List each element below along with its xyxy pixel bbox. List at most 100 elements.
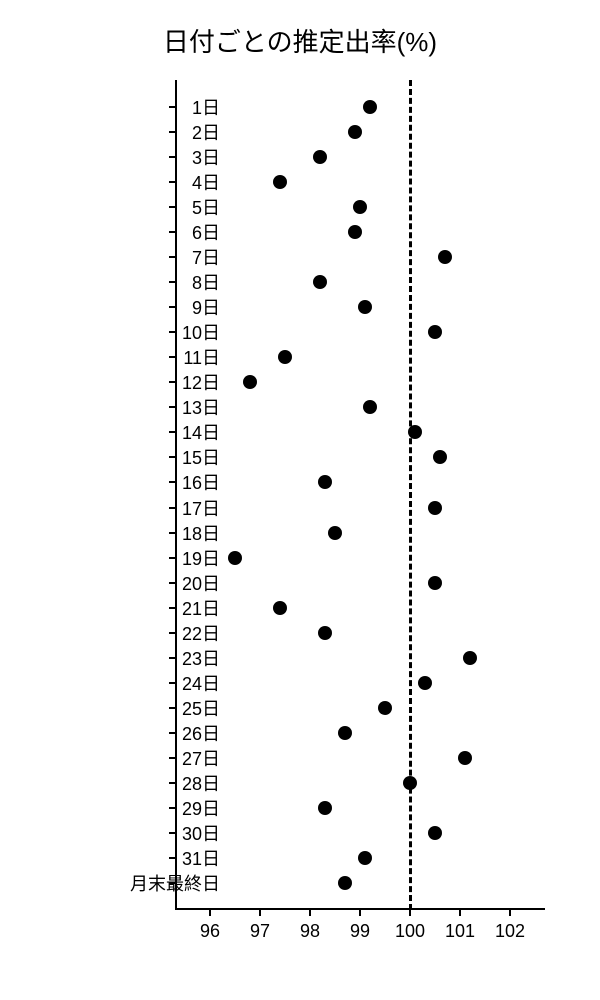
x-tick (409, 910, 411, 916)
y-label: 31日 (182, 845, 220, 871)
y-label: 30日 (182, 820, 220, 846)
data-point (278, 350, 292, 364)
y-axis-line (175, 80, 177, 910)
y-tick (169, 757, 175, 759)
data-point (418, 676, 432, 690)
data-point (428, 501, 442, 515)
y-tick (169, 131, 175, 133)
x-tick (509, 910, 511, 916)
data-point (348, 225, 362, 239)
y-tick (169, 557, 175, 559)
y-label: 8日 (192, 269, 220, 295)
y-label: 5日 (192, 194, 220, 220)
y-tick (169, 231, 175, 233)
data-point (243, 375, 257, 389)
x-label: 99 (350, 921, 370, 942)
y-label: 12日 (182, 369, 220, 395)
y-tick (169, 657, 175, 659)
data-point (273, 175, 287, 189)
x-tick (209, 910, 211, 916)
y-tick (169, 406, 175, 408)
y-tick (169, 381, 175, 383)
y-tick (169, 582, 175, 584)
y-tick (169, 431, 175, 433)
y-label: 7日 (192, 244, 220, 270)
y-tick (169, 732, 175, 734)
y-tick (169, 181, 175, 183)
y-label: 月末最終日 (130, 870, 220, 896)
y-tick (169, 256, 175, 258)
y-label: 15日 (182, 444, 220, 470)
y-tick (169, 481, 175, 483)
data-point (428, 325, 442, 339)
y-label: 25日 (182, 695, 220, 721)
y-label: 24日 (182, 670, 220, 696)
x-label: 98 (300, 921, 320, 942)
data-point (458, 751, 472, 765)
x-tick (259, 910, 261, 916)
y-tick (169, 857, 175, 859)
y-tick (169, 281, 175, 283)
data-point (378, 701, 392, 715)
y-label: 2日 (192, 119, 220, 145)
data-point (433, 450, 447, 464)
y-tick (169, 707, 175, 709)
data-point (313, 275, 327, 289)
y-label: 27日 (182, 745, 220, 771)
y-tick (169, 331, 175, 333)
data-point (428, 576, 442, 590)
y-tick (169, 507, 175, 509)
data-point (338, 726, 352, 740)
y-tick (169, 807, 175, 809)
x-label: 96 (200, 921, 220, 942)
y-label: 28日 (182, 770, 220, 796)
y-tick (169, 532, 175, 534)
y-tick (169, 782, 175, 784)
y-label: 21日 (182, 595, 220, 621)
data-point (228, 551, 242, 565)
x-label: 101 (445, 921, 475, 942)
x-tick (309, 910, 311, 916)
y-label: 18日 (182, 520, 220, 546)
y-label: 11日 (183, 344, 220, 370)
y-label: 20日 (182, 570, 220, 596)
data-point (358, 300, 372, 314)
data-point (353, 200, 367, 214)
data-point (428, 826, 442, 840)
x-label: 97 (250, 921, 270, 942)
y-label: 16日 (182, 469, 220, 495)
y-label: 4日 (192, 169, 220, 195)
y-tick (169, 632, 175, 634)
y-tick (169, 206, 175, 208)
y-label: 14日 (182, 419, 220, 445)
data-point (363, 400, 377, 414)
chart-container: 日付ごとの推定出率(%) 96979899100101102 1日2日3日4日5… (0, 0, 600, 1000)
y-label: 19日 (182, 545, 220, 571)
plot-area: 96979899100101102 (175, 80, 545, 910)
y-tick (169, 106, 175, 108)
x-label: 100 (395, 921, 425, 942)
data-point (363, 100, 377, 114)
data-point (463, 651, 477, 665)
y-label: 9日 (192, 294, 220, 320)
x-label: 102 (495, 921, 525, 942)
y-tick (169, 306, 175, 308)
y-label: 17日 (182, 495, 220, 521)
y-label: 29日 (182, 795, 220, 821)
y-tick (169, 456, 175, 458)
y-tick (169, 832, 175, 834)
data-point (318, 475, 332, 489)
data-point (358, 851, 372, 865)
data-point (403, 776, 417, 790)
data-point (318, 626, 332, 640)
x-tick (459, 910, 461, 916)
data-point (318, 801, 332, 815)
y-label: 23日 (182, 645, 220, 671)
x-tick (359, 910, 361, 916)
y-label: 13日 (182, 394, 220, 420)
y-label: 26日 (182, 720, 220, 746)
y-tick (169, 356, 175, 358)
data-point (408, 425, 422, 439)
y-label: 22日 (182, 620, 220, 646)
data-point (348, 125, 362, 139)
